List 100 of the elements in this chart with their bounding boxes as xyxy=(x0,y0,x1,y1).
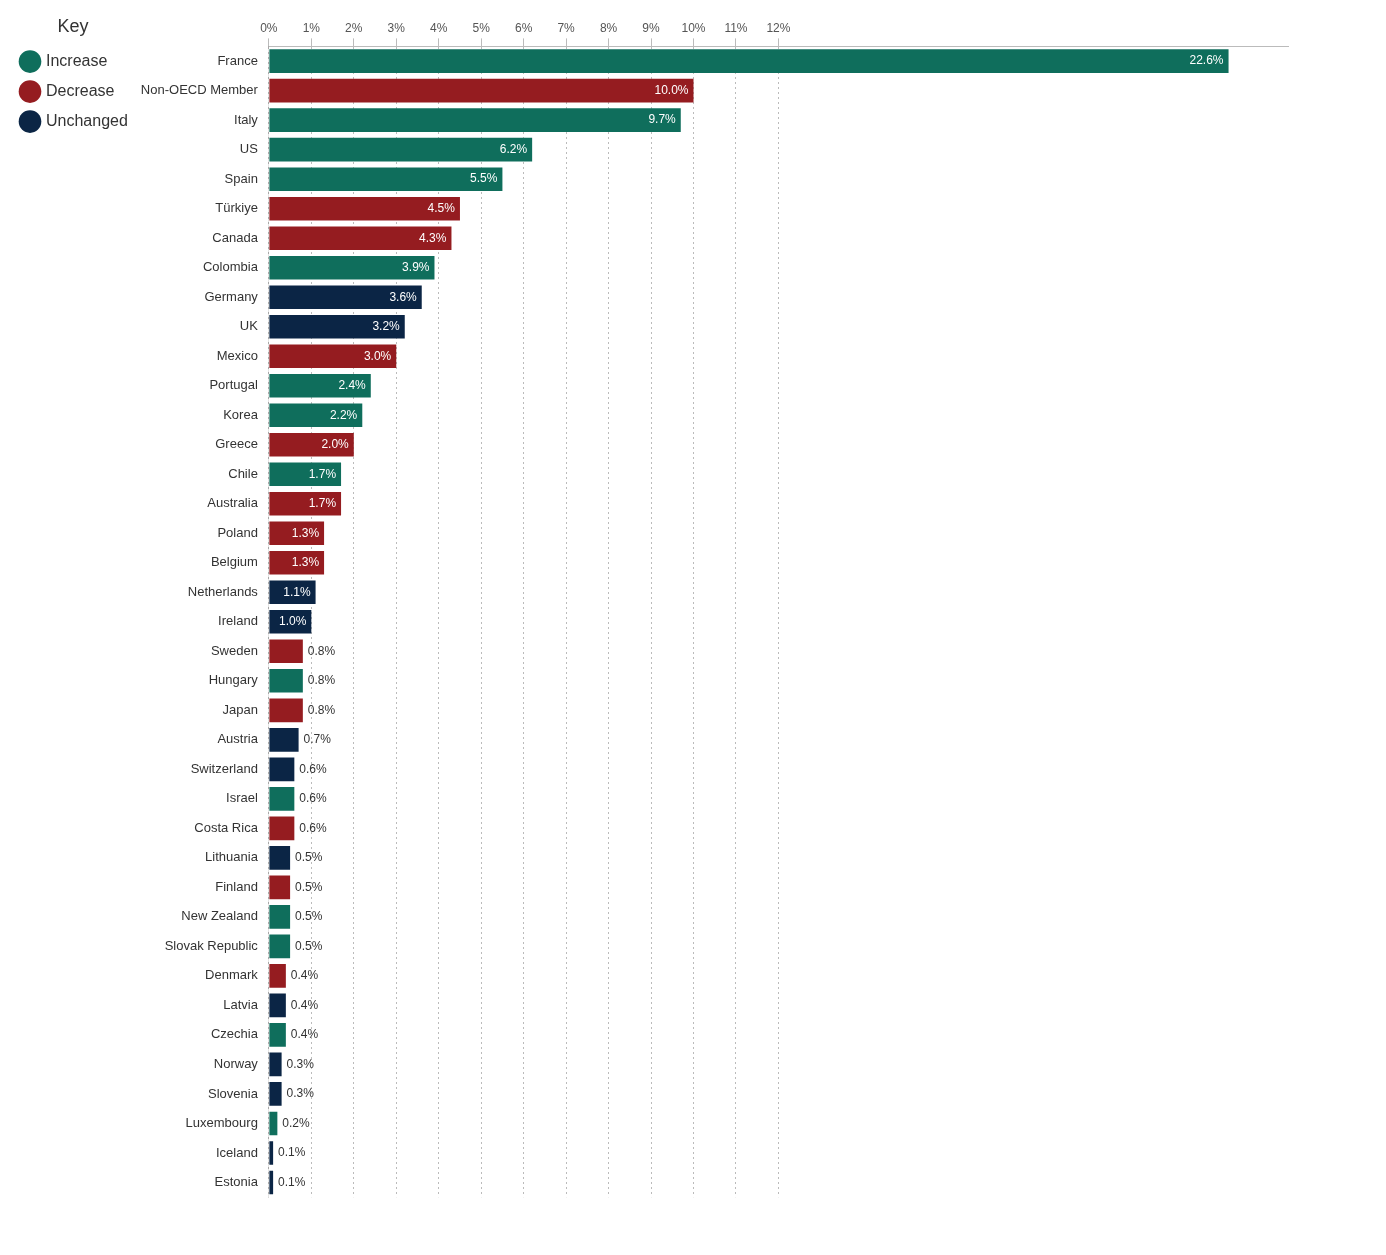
data-label: 2.0% xyxy=(321,437,350,452)
y-tick-label: Non-OECD Member xyxy=(140,82,259,98)
data-label: 5.5% xyxy=(470,171,498,186)
bar xyxy=(269,226,452,250)
data-label: 9.7% xyxy=(648,112,677,127)
y-tick-label: Switzerland xyxy=(190,760,258,776)
x-tick-label: 0% xyxy=(260,20,278,35)
x-tick-label: 4% xyxy=(430,20,448,35)
data-label: 0.1% xyxy=(278,1145,306,1160)
y-tick-label: Poland xyxy=(217,524,258,540)
bar xyxy=(269,167,503,191)
bar xyxy=(269,964,286,988)
bar xyxy=(269,373,371,398)
y-tick-label: Colombia xyxy=(202,259,259,275)
y-tick-label: Australia xyxy=(207,495,259,511)
bar xyxy=(269,196,460,221)
bar xyxy=(269,1111,278,1136)
bar xyxy=(269,78,694,103)
x-tick-label: 10% xyxy=(681,20,706,35)
bar xyxy=(269,905,291,929)
y-tick-label: Portugal xyxy=(209,377,258,393)
x-tick-label: 2% xyxy=(345,20,363,35)
bar xyxy=(269,1023,286,1047)
x-tick-label: 12% xyxy=(766,20,791,35)
bar xyxy=(269,255,435,280)
y-tick-label: Luxembourg xyxy=(185,1115,258,1131)
bar xyxy=(269,639,303,664)
bar xyxy=(269,934,291,959)
bar xyxy=(269,491,342,516)
y-tick-label: UK xyxy=(239,318,259,334)
y-tick-label: Sweden xyxy=(210,642,258,658)
bar xyxy=(269,580,316,605)
y-tick-label: France xyxy=(217,52,258,68)
bar xyxy=(269,757,295,782)
x-tick-label: 7% xyxy=(557,20,576,35)
data-label: 3.6% xyxy=(389,289,418,304)
bar xyxy=(269,1170,274,1195)
y-tick-label: Mexico xyxy=(216,347,258,363)
bar xyxy=(269,314,405,339)
data-label: 1.3% xyxy=(291,525,320,540)
y-tick-label: Latvia xyxy=(223,996,259,1012)
data-label: 0.2% xyxy=(282,1115,311,1130)
bar xyxy=(269,816,295,841)
bar xyxy=(269,49,1229,73)
bar xyxy=(269,521,325,546)
y-tick-label: Finland xyxy=(215,878,258,894)
data-label: 1.1% xyxy=(283,584,311,599)
y-tick-label: Italy xyxy=(234,111,259,127)
data-label: 4.5% xyxy=(427,201,456,215)
data-label: 2.4% xyxy=(338,378,367,393)
x-tick-label: 8% xyxy=(599,20,618,35)
data-label: 0.8% xyxy=(307,643,336,658)
data-label: 3.9% xyxy=(402,260,430,275)
x-tick-label: 3% xyxy=(387,20,406,35)
y-tick-label: Slovenia xyxy=(207,1085,259,1101)
data-label: 0.5% xyxy=(295,909,323,924)
y-tick-label: Austria xyxy=(217,731,259,747)
data-label: 0.4% xyxy=(290,968,319,983)
data-label: 0.8% xyxy=(307,702,336,717)
data-label: 22.6% xyxy=(1189,53,1224,68)
y-tick-label: Israel xyxy=(226,790,258,806)
y-tick-label: Germany xyxy=(204,288,259,304)
data-label: 0.7% xyxy=(303,732,332,747)
y-tick-label: Canada xyxy=(212,229,259,245)
y-tick-label: Denmark xyxy=(205,967,259,983)
bar xyxy=(269,432,354,457)
y-tick-label: Netherlands xyxy=(187,583,259,599)
y-tick-label: Greece xyxy=(215,436,258,452)
bar xyxy=(269,344,397,369)
data-label: 6.2% xyxy=(499,141,528,156)
y-tick-label: Iceland xyxy=(215,1144,258,1160)
bar xyxy=(269,787,295,811)
bar xyxy=(269,108,681,132)
data-label: 4.3% xyxy=(419,230,447,245)
bar xyxy=(269,285,422,310)
y-tick-label: Estonia xyxy=(214,1174,259,1190)
data-label: 0.3% xyxy=(286,1056,315,1071)
y-tick-label: Czechia xyxy=(210,1026,259,1042)
y-tick-label: Belgium xyxy=(210,554,258,570)
data-label: 1.3% xyxy=(291,555,320,570)
y-tick-label: New Zealand xyxy=(181,908,258,924)
y-tick-label: Türkiye xyxy=(215,200,258,216)
data-label: 3.2% xyxy=(372,319,401,334)
bar xyxy=(269,875,291,900)
x-tick-label: 5% xyxy=(472,20,491,35)
y-tick-label: Norway xyxy=(213,1055,259,1071)
bar xyxy=(269,137,533,162)
legend-label: Increase xyxy=(46,52,108,70)
y-tick-label: Hungary xyxy=(208,672,259,688)
bar xyxy=(269,462,342,487)
bar xyxy=(269,698,303,723)
x-tick-label: 9% xyxy=(642,20,661,35)
data-label: 0.3% xyxy=(286,1086,315,1101)
x-tick-label: 1% xyxy=(302,20,321,35)
data-label: 0.8% xyxy=(307,673,336,688)
x-tick-label: 11% xyxy=(724,20,748,35)
bar xyxy=(269,550,325,575)
bar xyxy=(269,403,363,428)
bar xyxy=(269,1052,282,1077)
bar xyxy=(269,669,303,693)
